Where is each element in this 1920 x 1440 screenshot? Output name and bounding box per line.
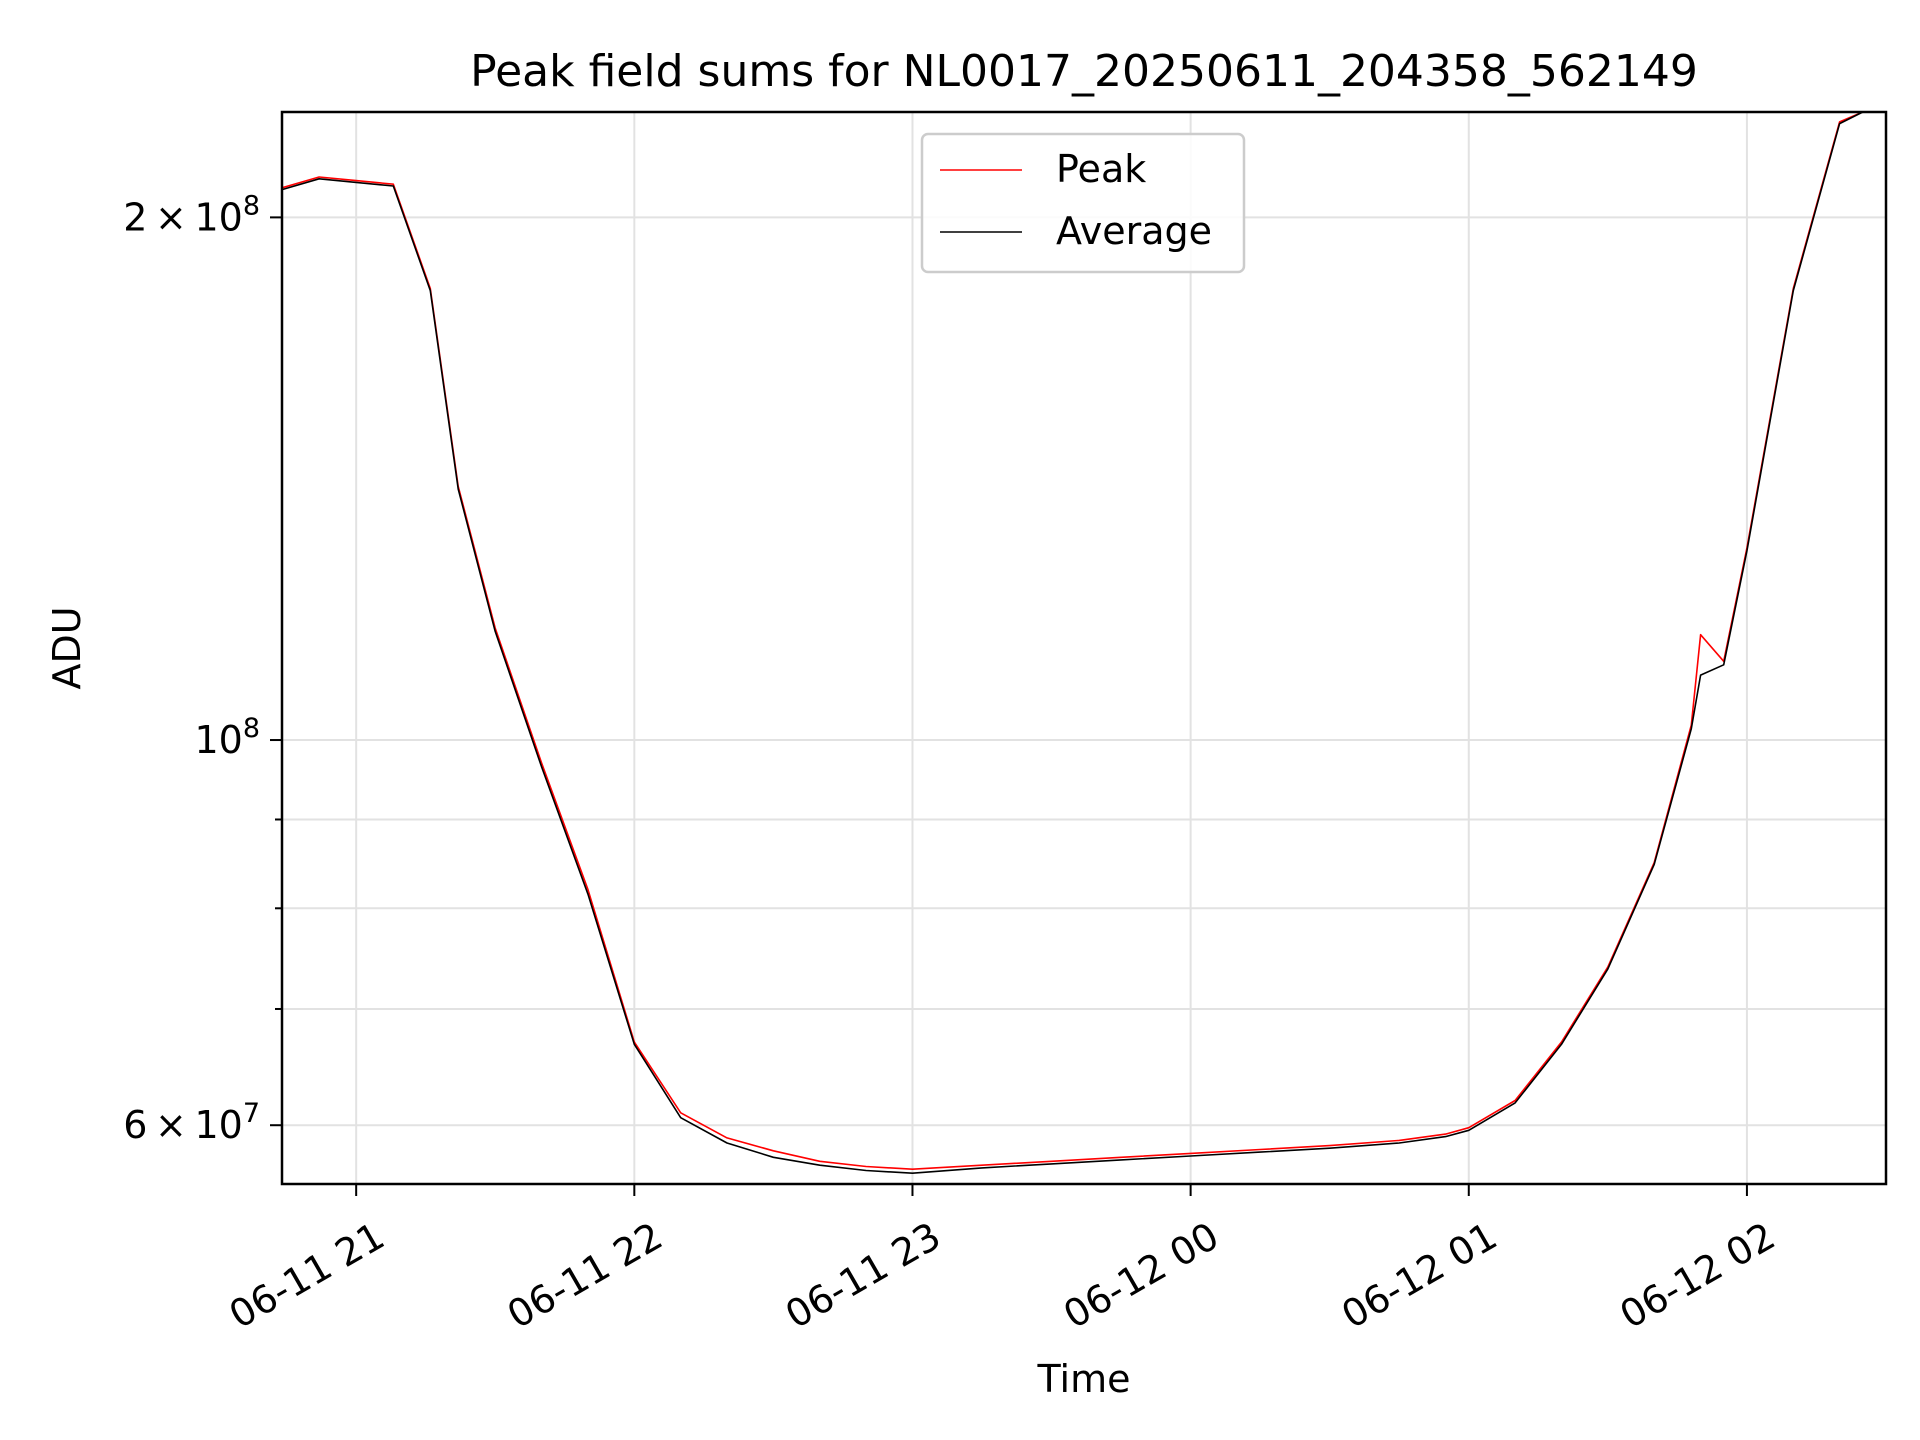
x-tick-label: 06-11 21 xyxy=(222,1214,392,1338)
x-tick-label: 06-11 22 xyxy=(500,1214,670,1338)
chart-title: Peak field sums for NL0017_20250611_2043… xyxy=(470,46,1698,97)
series-line-average xyxy=(281,111,1864,1174)
series-line-peak xyxy=(281,111,1864,1170)
y-tick-label: 6 × 107 xyxy=(123,1098,260,1147)
plot-frame xyxy=(280,110,1888,1186)
legend-label-peak: Peak xyxy=(1056,147,1146,191)
y-tick-label: 2 × 108 xyxy=(123,190,260,239)
x-axis-label: Time xyxy=(1037,1357,1131,1401)
legend-label-average: Average xyxy=(1056,209,1212,253)
legend-box xyxy=(920,132,1246,274)
x-tick-label: 06-12 01 xyxy=(1334,1214,1504,1338)
x-tick-label: 06-12 00 xyxy=(1056,1214,1226,1338)
y-tick-label: 108 xyxy=(194,713,260,762)
y-axis-label: ADU xyxy=(45,606,89,689)
x-tick-label: 06-11 23 xyxy=(778,1214,948,1338)
legend: Peak Average xyxy=(920,132,1246,274)
x-tick-label: 06-12 02 xyxy=(1612,1214,1782,1338)
tick-layer: 06-11 21 06-11 22 06-11 23 06-12 00 06-12 01… xyxy=(123,190,1782,1337)
series-layer xyxy=(281,111,1864,1174)
